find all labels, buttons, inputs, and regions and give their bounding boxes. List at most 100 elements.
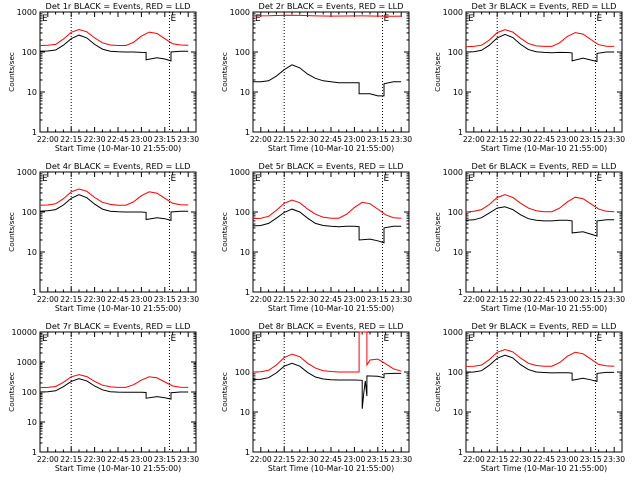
x-tick-label: 22:15 <box>273 295 295 304</box>
plot-frame <box>252 331 410 453</box>
y-tick-label: 1000 <box>17 168 37 177</box>
x-tick-label: 23:30 <box>177 295 199 304</box>
x-tick-label: 22:45 <box>320 295 342 304</box>
x-tick-label: 22:45 <box>533 135 555 144</box>
x-tick-label: 23:15 <box>154 295 176 304</box>
x-tick-label: 22:45 <box>533 455 555 464</box>
series-lld-line <box>465 194 615 213</box>
x-tick-label: 22:30 <box>84 295 106 304</box>
series-lld-line <box>252 331 402 373</box>
y-tick-label: 1000 <box>443 328 463 337</box>
chart-panel-8: Det 8r BLACK = Events, RED = LLD 1 10 100 10… <box>220 321 412 473</box>
series-events-line <box>39 378 189 400</box>
series-lld-line <box>252 199 402 220</box>
series-events-line <box>252 362 402 409</box>
x-axis-label: Start Time (10-Mar-10 21:55:00) <box>481 464 607 473</box>
plot-frame <box>39 171 197 293</box>
x-tick-label: 23:00 <box>556 455 578 464</box>
chart-panel-9: Det 9r BLACK = Events, RED = LLD 1 10 100 10… <box>433 321 625 473</box>
chart-title: Det 9r BLACK = Events, RED = LLD <box>472 321 617 331</box>
y-tick-label: 10 <box>453 408 463 417</box>
x-tick-label: 22:30 <box>84 135 106 144</box>
y-tick-label: 1 <box>245 288 250 297</box>
chart-title: Det 4r BLACK = Events, RED = LLD <box>46 161 191 171</box>
x-tick-label: 22:15 <box>486 455 508 464</box>
e-marker-left: E <box>468 334 474 344</box>
y-tick-label: 1000 <box>17 8 37 17</box>
chart-title: Det 5r BLACK = Events, RED = LLD <box>259 161 404 171</box>
x-tick-label: 22:15 <box>60 135 82 144</box>
x-tick-label: 22:30 <box>297 295 319 304</box>
e-marker-left: E <box>468 14 474 24</box>
y-tick-label: 10 <box>27 88 37 97</box>
e-marker-right: E <box>170 334 176 344</box>
x-tick-label: 22:45 <box>107 455 129 464</box>
plot-frame <box>39 11 197 133</box>
series-events-line <box>39 194 189 221</box>
e-marker-left: E <box>42 174 48 184</box>
y-tick-label: 100 <box>235 208 250 217</box>
x-tick-label: 23:30 <box>603 295 625 304</box>
y-tick-label: 1000 <box>230 168 250 177</box>
x-tick-label: 23:00 <box>130 135 152 144</box>
x-tick-label: 23:30 <box>390 295 412 304</box>
e-marker-right: E <box>383 174 389 184</box>
x-tick-label: 22:00 <box>37 135 59 144</box>
y-tick-label: 1 <box>458 128 463 137</box>
x-axis-label: Start Time (10-Mar-10 21:55:00) <box>268 144 394 153</box>
y-tick-label: 100 <box>235 48 250 57</box>
x-tick-label: 22:00 <box>37 455 59 464</box>
y-tick-label: 100 <box>448 48 463 57</box>
y-axis-label: Counts/sec <box>220 212 229 252</box>
x-tick-label: 22:15 <box>273 135 295 144</box>
x-tick-label: 22:00 <box>463 455 485 464</box>
y-tick-label: 1 <box>32 128 37 137</box>
x-tick-label: 23:15 <box>367 295 389 304</box>
x-tick-label: 23:15 <box>580 455 602 464</box>
y-tick-label: 100 <box>448 208 463 217</box>
chart-title: Det 3r BLACK = Events, RED = LLD <box>472 1 617 11</box>
x-axis-label: Start Time (10-Mar-10 21:55:00) <box>55 464 181 473</box>
y-tick-label: 1 <box>458 448 463 457</box>
series-lld-line <box>465 348 615 367</box>
x-tick-label: 23:15 <box>154 455 176 464</box>
x-axis-label: Start Time (10-Mar-10 21:55:00) <box>481 144 607 153</box>
y-tick-label: 10000 <box>12 328 37 337</box>
y-tick-label: 1 <box>245 128 250 137</box>
e-marker-right: E <box>170 14 176 24</box>
y-tick-label: 1 <box>245 448 250 457</box>
e-marker-left: E <box>255 14 261 24</box>
x-tick-label: 23:15 <box>154 135 176 144</box>
x-tick-label: 22:45 <box>533 295 555 304</box>
series-events-line <box>465 354 615 383</box>
x-tick-label: 22:00 <box>250 135 272 144</box>
x-tick-label: 22:30 <box>84 455 106 464</box>
series-lld-line <box>39 28 189 46</box>
x-tick-label: 22:00 <box>463 295 485 304</box>
chart-panel-7: Det 7r BLACK = Events, RED = LLD 1 10 100 10… <box>7 321 199 473</box>
series-events-line <box>252 208 402 244</box>
e-marker-right: E <box>383 334 389 344</box>
chart-panel-1: Det 1r BLACK = Events, RED = LLD 1 10 100 10… <box>7 1 199 153</box>
x-tick-label: 22:00 <box>250 455 272 464</box>
series-events-line <box>253 64 402 97</box>
y-axis-label: Counts/sec <box>7 52 16 92</box>
e-marker-right: E <box>383 14 389 24</box>
x-tick-label: 23:00 <box>343 135 365 144</box>
x-tick-label: 22:45 <box>320 135 342 144</box>
y-tick-label: 10 <box>453 88 463 97</box>
y-tick-label: 100 <box>22 48 37 57</box>
x-tick-label: 23:30 <box>177 135 199 144</box>
x-tick-label: 23:00 <box>556 135 578 144</box>
plot-frame <box>252 11 410 133</box>
chart-title: Det 8r BLACK = Events, RED = LLD <box>259 321 404 331</box>
series-lld-line <box>39 188 189 206</box>
x-tick-label: 23:15 <box>580 135 602 144</box>
x-tick-label: 22:30 <box>510 135 532 144</box>
x-tick-label: 23:30 <box>390 135 412 144</box>
x-axis-label: Start Time (10-Mar-10 21:55:00) <box>268 304 394 313</box>
x-axis-label: Start Time (10-Mar-10 21:55:00) <box>55 304 181 313</box>
x-tick-label: 23:30 <box>390 455 412 464</box>
series-lld-line <box>252 14 402 17</box>
y-axis-label: Counts/sec <box>433 212 442 252</box>
